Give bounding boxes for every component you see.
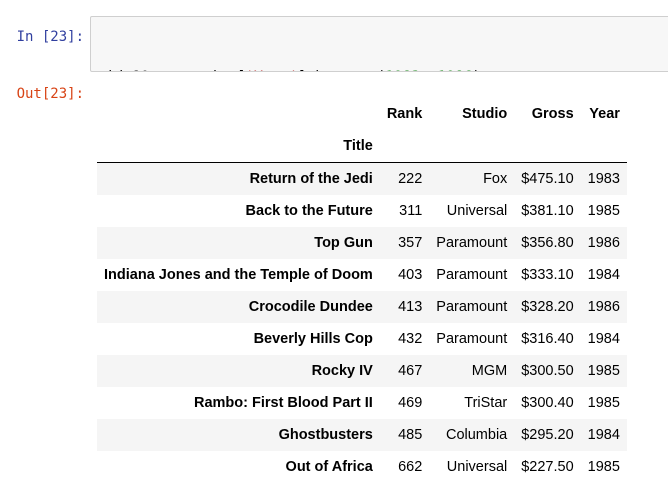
- cell-year: 1985: [587, 395, 620, 411]
- cell-studio: Paramount: [436, 299, 508, 315]
- code-token: 1986: [438, 69, 473, 71]
- column-header-rank: Rank: [386, 106, 423, 122]
- cell-year: 1985: [587, 459, 620, 475]
- row-title: Top Gun: [314, 235, 373, 251]
- table-row: Beverly Hills Cop 432 Paramount $316.40 1984: [97, 323, 627, 355]
- table-row: Back to the Future 311 Universal $381.10 198…: [97, 195, 627, 227]
- code-token: ].between(: [298, 69, 385, 71]
- cell-gross: $356.80: [521, 235, 574, 251]
- cell-rank: 311: [399, 203, 423, 219]
- cell-year: 1985: [587, 363, 620, 379]
- column-header-studio: Studio: [462, 106, 508, 122]
- corner-cell: [97, 98, 380, 130]
- output-prompt: Out[23]:: [16, 86, 84, 102]
- cell-studio: MGM: [471, 363, 508, 379]
- row-title: Beverly Hills Cop: [253, 331, 373, 347]
- row-title: Back to the Future: [245, 203, 373, 219]
- table-row: Rambo: First Blood Part II 469 TriStar $300…: [97, 387, 627, 419]
- index-header-row: Title: [97, 130, 627, 163]
- cell-rank: 662: [398, 459, 423, 475]
- cell-year: 1984: [587, 427, 620, 443]
- table-row: Rocky IV 467 MGM $300.50 1985: [97, 355, 627, 387]
- cell-gross: $328.20: [521, 299, 574, 315]
- cell-studio: TriStar: [464, 395, 508, 411]
- code-line-1: mid_80s = movies['Year'].between(1983, 1…: [97, 67, 663, 71]
- cell-year: 1986: [587, 235, 620, 251]
- column-header-gross: Gross: [531, 106, 574, 122]
- column-header-year: Year: [589, 106, 620, 122]
- cell-gross: $295.20: [521, 427, 574, 443]
- cell-year: 1986: [587, 299, 620, 315]
- code-token: ): [472, 69, 481, 71]
- cell-rank: 485: [398, 427, 423, 443]
- code-editor[interactable]: mid_80s = movies['Year'].between(1983, 1…: [90, 16, 668, 72]
- table-row: Crocodile Dundee 413 Paramount $328.20 1986: [97, 291, 627, 323]
- cell-rank: 432: [398, 331, 423, 347]
- cell-studio: Columbia: [445, 427, 508, 443]
- code-token: 1983: [385, 69, 420, 71]
- cell-year: 1984: [587, 331, 620, 347]
- cell-gross: $300.40: [521, 395, 574, 411]
- cell-rank: 413: [398, 299, 423, 315]
- cell-rank: 222: [398, 171, 423, 187]
- code-token: mid_80s: [97, 69, 167, 71]
- cell-year: 1983: [587, 171, 620, 187]
- cell-gross: $300.50: [521, 363, 574, 379]
- cell-gross: $316.40: [521, 331, 574, 347]
- table-row: Out of Africa 662 Universal $227.50 1985: [97, 451, 627, 483]
- cell-studio: Paramount: [436, 235, 508, 251]
- row-title: Rocky IV: [311, 363, 373, 379]
- cell-gross: $333.10: [521, 267, 574, 283]
- table-row: Ghostbusters 485 Columbia $295.20 1984: [97, 419, 627, 451]
- cell-rank: 403: [398, 267, 423, 283]
- cell-studio: Universal: [446, 459, 508, 475]
- dataframe-output: Rank Studio Gross Year Title Return of t…: [97, 98, 627, 483]
- cell-gross: $475.10: [521, 171, 574, 187]
- cell-studio: Fox: [483, 171, 508, 187]
- cell-gross: $227.50: [521, 459, 574, 475]
- row-title: Return of the Jedi: [249, 171, 373, 187]
- index-name: Title: [97, 130, 380, 163]
- table-row: Return of the Jedi 222 Fox $475.10 1983: [97, 162, 627, 195]
- table-row: Top Gun 357 Paramount $356.80 1986: [97, 227, 627, 259]
- row-title: Rambo: First Blood Part II: [193, 395, 373, 411]
- row-title: Indiana Jones and the Temple of Doom: [104, 267, 373, 283]
- column-header-row: Rank Studio Gross Year: [97, 98, 627, 130]
- code-token: movies[: [176, 69, 245, 71]
- row-title: Crocodile Dundee: [248, 299, 373, 315]
- code-token: =: [167, 69, 176, 71]
- cell-studio: Paramount: [436, 331, 508, 347]
- cell-studio: Universal: [446, 203, 508, 219]
- input-prompt: In [23]:: [16, 29, 84, 45]
- cell-gross: $381.10: [521, 203, 574, 219]
- cell-year: 1984: [587, 267, 620, 283]
- table-row: Indiana Jones and the Temple of Doom 403 P…: [97, 259, 627, 291]
- row-title: Ghostbusters: [278, 427, 373, 443]
- cell-rank: 467: [398, 363, 423, 379]
- cell-rank: 469: [398, 395, 423, 411]
- code-token: ,: [420, 69, 437, 71]
- cell-rank: 357: [398, 235, 423, 251]
- cell-year: 1985: [587, 203, 620, 219]
- code-token: 'Year': [245, 69, 297, 71]
- cell-studio: Paramount: [436, 267, 508, 283]
- table-body: Return of the Jedi 222 Fox $475.10 1983 Back …: [97, 162, 627, 484]
- row-title: Out of Africa: [285, 459, 373, 475]
